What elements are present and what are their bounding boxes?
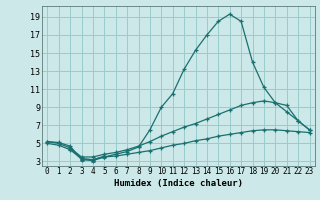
X-axis label: Humidex (Indice chaleur): Humidex (Indice chaleur) [114,179,243,188]
